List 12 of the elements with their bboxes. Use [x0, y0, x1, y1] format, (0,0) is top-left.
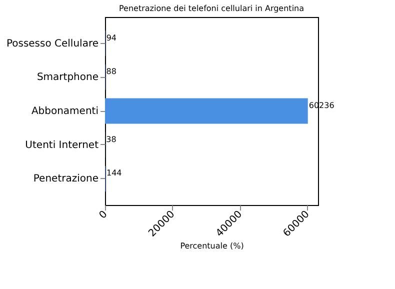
data-label: 38: [106, 134, 116, 144]
data-label: 88: [106, 67, 116, 76]
y-tick-label: Possesso Cellulare: [6, 38, 98, 50]
data-label: 144: [106, 168, 122, 178]
x-axis-title: Percentuale (%): [180, 242, 244, 251]
x-tick-label: 0: [97, 208, 110, 222]
data-label: 94: [106, 33, 117, 42]
chart-title: Penetrazione dei telefoni cellulari in Argentina: [118, 4, 304, 13]
y-tick-label: Abbonamenti: [31, 106, 98, 117]
y-tick-label: Smartphone: [36, 72, 98, 84]
y-tick-label: Utenti Internet: [25, 140, 99, 151]
y-tick-label: Penetrazione: [33, 174, 98, 185]
